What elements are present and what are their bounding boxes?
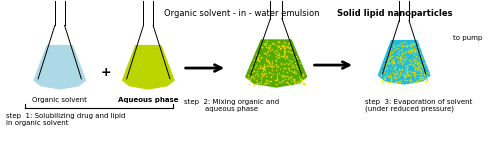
Polygon shape — [121, 26, 176, 83]
Text: Organic solvent - in - water emulsion: Organic solvent - in - water emulsion — [164, 9, 320, 18]
Polygon shape — [122, 46, 174, 89]
Polygon shape — [377, 20, 431, 78]
Polygon shape — [246, 40, 306, 87]
Polygon shape — [270, 0, 282, 19]
Polygon shape — [55, 0, 64, 26]
Polygon shape — [378, 41, 430, 84]
Ellipse shape — [34, 69, 86, 84]
Ellipse shape — [378, 64, 430, 79]
Text: Solid lipid nanoparticles: Solid lipid nanoparticles — [336, 9, 452, 18]
Polygon shape — [244, 19, 308, 80]
Text: step  3: Evaporation of solvent
(under reduced pressure): step 3: Evaporation of solvent (under re… — [365, 99, 472, 112]
Polygon shape — [34, 46, 86, 89]
Polygon shape — [400, 0, 409, 20]
Text: +: + — [100, 66, 112, 78]
Text: to pump: to pump — [454, 35, 482, 41]
Text: step  2: Mixing organic and
aqueous phase: step 2: Mixing organic and aqueous phase — [184, 99, 280, 112]
Ellipse shape — [122, 69, 174, 84]
Ellipse shape — [245, 63, 307, 81]
Polygon shape — [144, 0, 153, 26]
Polygon shape — [32, 26, 87, 83]
Text: step  1: Solubilizing drug and lipid
in organic solvent: step 1: Solubilizing drug and lipid in o… — [6, 113, 125, 126]
Text: Aqueous phase: Aqueous phase — [118, 97, 178, 103]
Text: Organic solvent: Organic solvent — [32, 97, 87, 103]
